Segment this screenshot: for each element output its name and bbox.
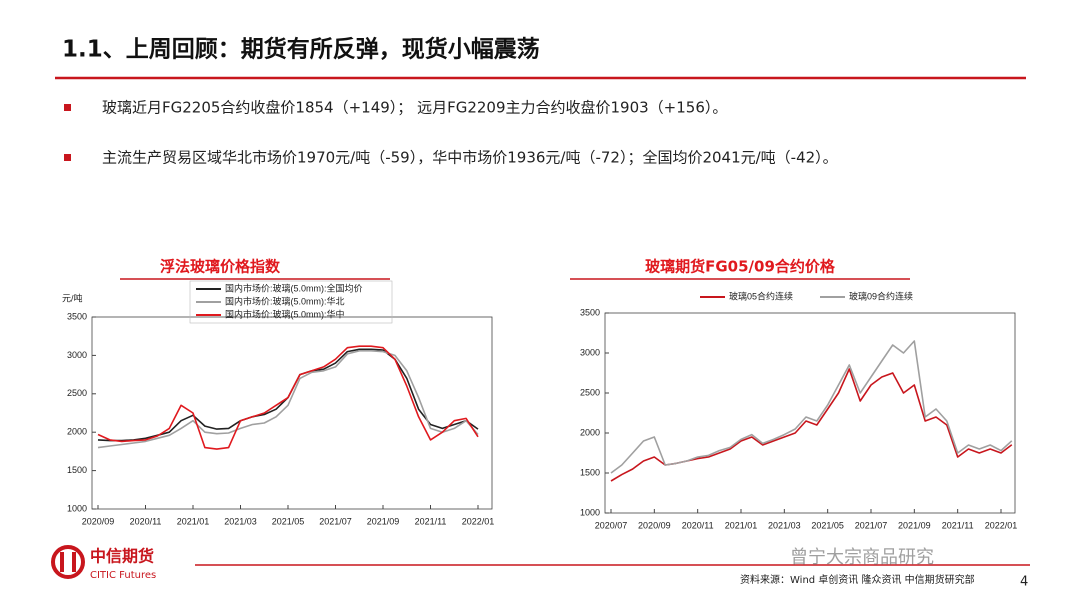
x-tick-label: 2022/01: [462, 516, 495, 526]
source-note: 资料来源：Wind 卓创资讯 隆众资讯 中信期货研究部: [740, 573, 975, 586]
y-tick-label: 1000: [67, 503, 87, 513]
legend-label: 国内市场价:玻璃(5.0mm):华中: [225, 308, 345, 319]
bullet-marker: [64, 154, 71, 161]
slide-title: 1.1、上周回顾：期货有所反弹，现货小幅震荡: [62, 36, 540, 63]
x-tick-label: 2021/07: [855, 520, 888, 530]
logo-name: 中信期货: [90, 547, 154, 566]
bullet-text: 主流生产贸易区域华北市场价1970元/吨（-59），华中市场价1936元/吨（-…: [102, 149, 838, 167]
y-tick-label: 2500: [580, 387, 600, 397]
x-tick-label: 2021/11: [415, 516, 447, 526]
y-axis-label: 元/吨: [62, 292, 83, 303]
x-tick-label: 2021/03: [768, 520, 801, 530]
x-tick-label: 2020/09: [82, 516, 115, 526]
x-tick-label: 2021/07: [319, 516, 352, 526]
x-tick-label: 2021/05: [811, 520, 844, 530]
y-tick-label: 2000: [580, 427, 600, 437]
x-tick-label: 2022/01: [985, 520, 1018, 530]
y-tick-label: 1500: [580, 467, 600, 477]
y-tick-label: 1000: [580, 507, 600, 517]
x-tick-label: 2021/09: [367, 516, 400, 526]
bullet-marker: [64, 104, 71, 111]
series-line: [97, 348, 479, 442]
logo: 中信期货 CITIC Futures: [51, 545, 156, 581]
x-tick-label: 2021/01: [177, 516, 210, 526]
x-tick-label: 2021/05: [272, 516, 305, 526]
series-line: [97, 345, 479, 450]
y-tick-label: 3000: [580, 347, 600, 357]
x-tick-label: 2021/01: [725, 520, 758, 530]
chart-title: 玻璃期货FG05/09合约价格: [645, 258, 836, 276]
x-tick-label: 2020/11: [130, 516, 162, 526]
x-tick-label: 2020/11: [682, 520, 714, 530]
legend-label: 玻璃09合约连续: [849, 290, 913, 301]
plot-frame: [91, 316, 493, 510]
logo-english: CITIC Futures: [90, 570, 156, 581]
watermark: 曾宁大宗商品研究: [790, 547, 934, 568]
chart-title: 浮法玻璃价格指数: [160, 258, 281, 276]
y-tick-label: 3500: [580, 307, 600, 317]
series-line: [610, 340, 1013, 474]
y-tick-label: 3000: [67, 350, 87, 360]
plot-frame: [604, 312, 1016, 514]
legend-label: 国内市场价:玻璃(5.0mm):全国均价: [225, 282, 363, 293]
y-tick-label: 3500: [67, 311, 87, 321]
x-tick-label: 2021/09: [898, 520, 931, 530]
x-tick-label: 2021/03: [224, 516, 257, 526]
series-line: [97, 350, 479, 449]
page-number: 4: [1020, 575, 1028, 590]
x-tick-label: 2021/11: [942, 520, 974, 530]
x-tick-label: 2020/09: [638, 520, 671, 530]
y-tick-label: 1500: [67, 465, 87, 475]
bullet-text: 玻璃近月FG2205合约收盘价1854（+149）； 远月FG2209主力合约收…: [102, 99, 727, 117]
legend-frame: [189, 280, 393, 324]
y-tick-label: 2500: [67, 388, 87, 398]
legend-label: 玻璃05合约连续: [729, 290, 793, 301]
x-tick-label: 2020/07: [595, 520, 628, 530]
legend-label: 国内市场价:玻璃(5.0mm):华北: [225, 295, 345, 306]
y-tick-label: 2000: [67, 427, 87, 437]
